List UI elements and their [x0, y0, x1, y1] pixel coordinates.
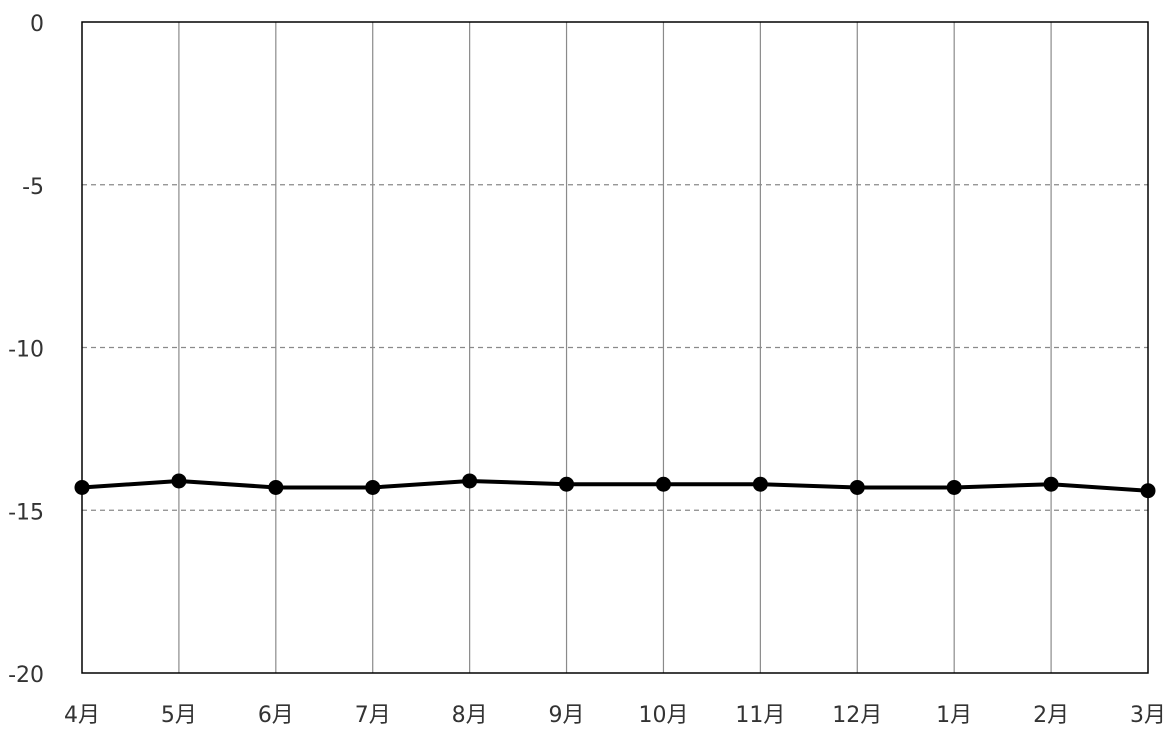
y-tick-label: 0: [30, 12, 44, 37]
x-tick-label: 9月: [549, 703, 585, 728]
x-tick-label: 12月: [832, 703, 882, 728]
x-tick-label: 6月: [258, 703, 294, 728]
x-tick-label: 5月: [161, 703, 197, 728]
grid: [82, 22, 1148, 673]
plot-frame: [81, 21, 1149, 674]
x-tick-label: 7月: [355, 703, 391, 728]
data-point: [559, 476, 575, 492]
x-tick-label: 2月: [1033, 703, 1069, 728]
x-tick-label: 8月: [452, 703, 488, 728]
x-tick-label: 4月: [64, 703, 100, 728]
y-axis: 0 -5 -10 -15 -20: [8, 12, 44, 688]
data-point: [1140, 483, 1156, 499]
x-tick-label: 1月: [936, 703, 972, 728]
x-tick-label: 11月: [735, 703, 785, 728]
x-axis: 4月 5月 6月 7月 8月 9月 10月 11月 12月 1月 2月 3月: [64, 703, 1166, 728]
data-point: [946, 479, 962, 495]
y-tick-label: -10: [8, 338, 44, 363]
y-tick-label: -20: [8, 663, 44, 688]
data-point: [365, 479, 381, 495]
data-point: [74, 479, 90, 495]
data-point: [171, 473, 187, 489]
data-point: [1043, 476, 1059, 492]
series: [74, 473, 1156, 499]
data-point: [268, 479, 284, 495]
data-point: [849, 479, 865, 495]
data-point: [752, 476, 768, 492]
data-point: [462, 473, 478, 489]
x-tick-label: 10月: [638, 703, 688, 728]
y-tick-label: -15: [8, 500, 44, 525]
x-tick-label: 3月: [1130, 703, 1166, 728]
y-tick-label: -5: [22, 175, 44, 200]
series-line: [81, 478, 1149, 493]
data-point: [655, 476, 671, 492]
